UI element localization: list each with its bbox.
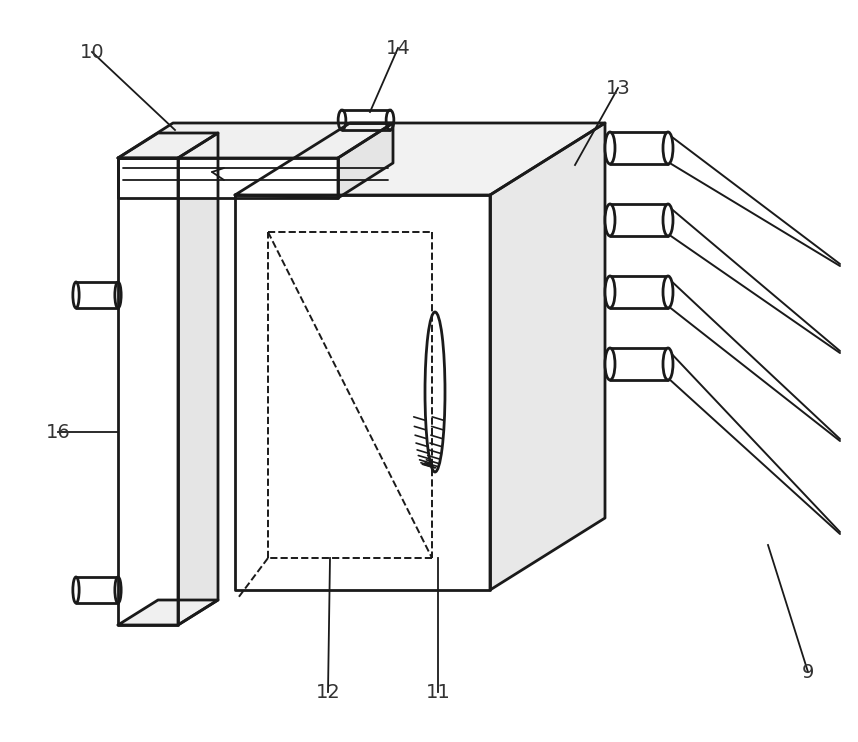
Polygon shape xyxy=(610,348,668,380)
Polygon shape xyxy=(118,158,178,625)
Ellipse shape xyxy=(605,204,615,236)
Text: 14: 14 xyxy=(385,39,410,57)
Ellipse shape xyxy=(663,204,673,236)
Polygon shape xyxy=(118,123,393,158)
Polygon shape xyxy=(235,195,490,590)
Ellipse shape xyxy=(605,132,615,164)
Polygon shape xyxy=(235,123,605,195)
Text: 12: 12 xyxy=(316,683,341,701)
Polygon shape xyxy=(118,600,218,625)
Polygon shape xyxy=(178,133,218,625)
Polygon shape xyxy=(610,204,668,236)
Polygon shape xyxy=(610,132,668,164)
Ellipse shape xyxy=(605,348,615,380)
Polygon shape xyxy=(610,276,668,308)
Ellipse shape xyxy=(663,276,673,308)
Polygon shape xyxy=(490,123,605,590)
Polygon shape xyxy=(118,158,338,198)
Text: 11: 11 xyxy=(426,683,450,701)
Text: 13: 13 xyxy=(606,79,631,97)
Polygon shape xyxy=(118,133,218,158)
Ellipse shape xyxy=(73,577,79,603)
Ellipse shape xyxy=(73,282,79,308)
Text: 9: 9 xyxy=(802,663,814,681)
Text: 16: 16 xyxy=(45,422,70,441)
Ellipse shape xyxy=(605,276,615,308)
Ellipse shape xyxy=(663,132,673,164)
Text: 10: 10 xyxy=(80,42,105,62)
Ellipse shape xyxy=(663,348,673,380)
Polygon shape xyxy=(338,123,393,198)
